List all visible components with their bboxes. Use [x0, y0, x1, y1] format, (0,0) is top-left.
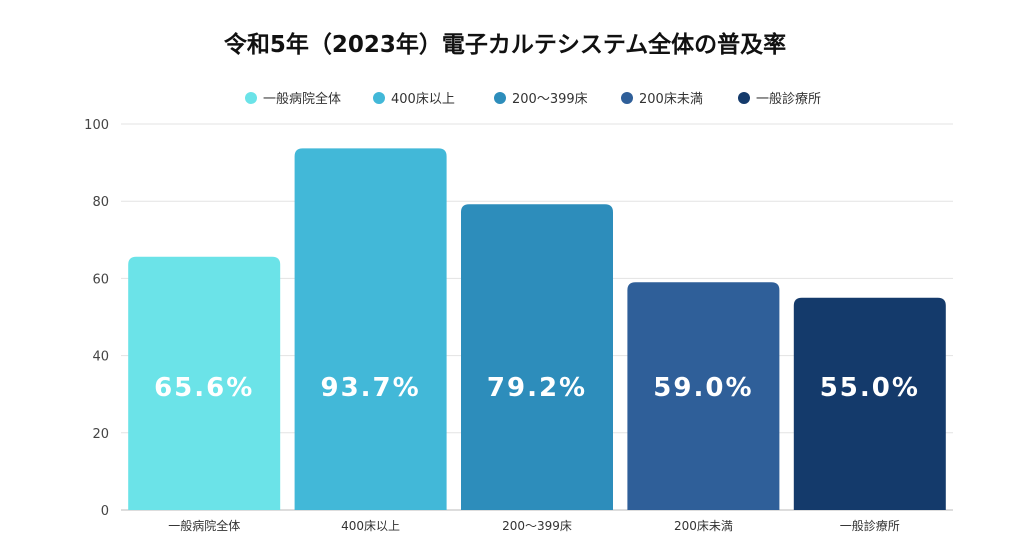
bar-2	[294, 148, 447, 510]
x-tick-label: 400床以上	[341, 519, 400, 533]
legend-swatch	[738, 92, 750, 104]
legend-entry: 400床以上	[391, 92, 455, 107]
bar-1	[128, 256, 281, 510]
legend-entry: 200～399床	[512, 92, 588, 107]
bar-3	[461, 204, 613, 510]
x-tick-label: 200～399床	[502, 519, 572, 533]
x-tick-label: 一般診療所	[840, 518, 900, 533]
legend-entry: 200床未満	[639, 92, 703, 107]
bar-value-label: 93.7%	[320, 373, 420, 403]
legend-swatch	[621, 92, 633, 104]
x-axis: 一般病院全体 400床以上 200～399床 200床未満 一般診療所	[168, 518, 900, 533]
y-axis: 0 20 40 60 80 100	[84, 118, 109, 519]
y-tick-label: 0	[101, 504, 109, 519]
chart-title: 令和5年（2023年）電子カルテシステム全体の普及率	[224, 31, 786, 58]
y-tick-label: 20	[92, 427, 109, 442]
legend-swatch	[373, 92, 385, 104]
y-tick-label: 80	[92, 195, 109, 210]
bar-value-label: 59.0%	[653, 373, 753, 403]
legend-swatch	[494, 92, 506, 104]
bar-value-label: 55.0%	[820, 373, 920, 403]
y-tick-label: 60	[92, 272, 109, 287]
x-tick-label: 200床未満	[674, 519, 733, 533]
y-tick-label: 40	[92, 350, 109, 365]
bar-5	[793, 297, 946, 510]
y-tick-label: 100	[84, 118, 109, 133]
legend-entry: 一般病院全体	[263, 91, 341, 107]
legend-swatch	[245, 92, 257, 104]
bar-4	[627, 282, 780, 510]
legend-entry: 一般診療所	[756, 91, 821, 107]
x-tick-label: 一般病院全体	[168, 518, 240, 533]
bar-value-label: 79.2%	[487, 373, 587, 403]
legend: 一般病院全体 400床以上 200～399床 200床未満 一般診療所	[245, 91, 821, 107]
bars: 65.6% 93.7% 79.2% 59.0% 55.0%	[128, 148, 946, 510]
bar-value-label: 65.6%	[154, 373, 254, 403]
